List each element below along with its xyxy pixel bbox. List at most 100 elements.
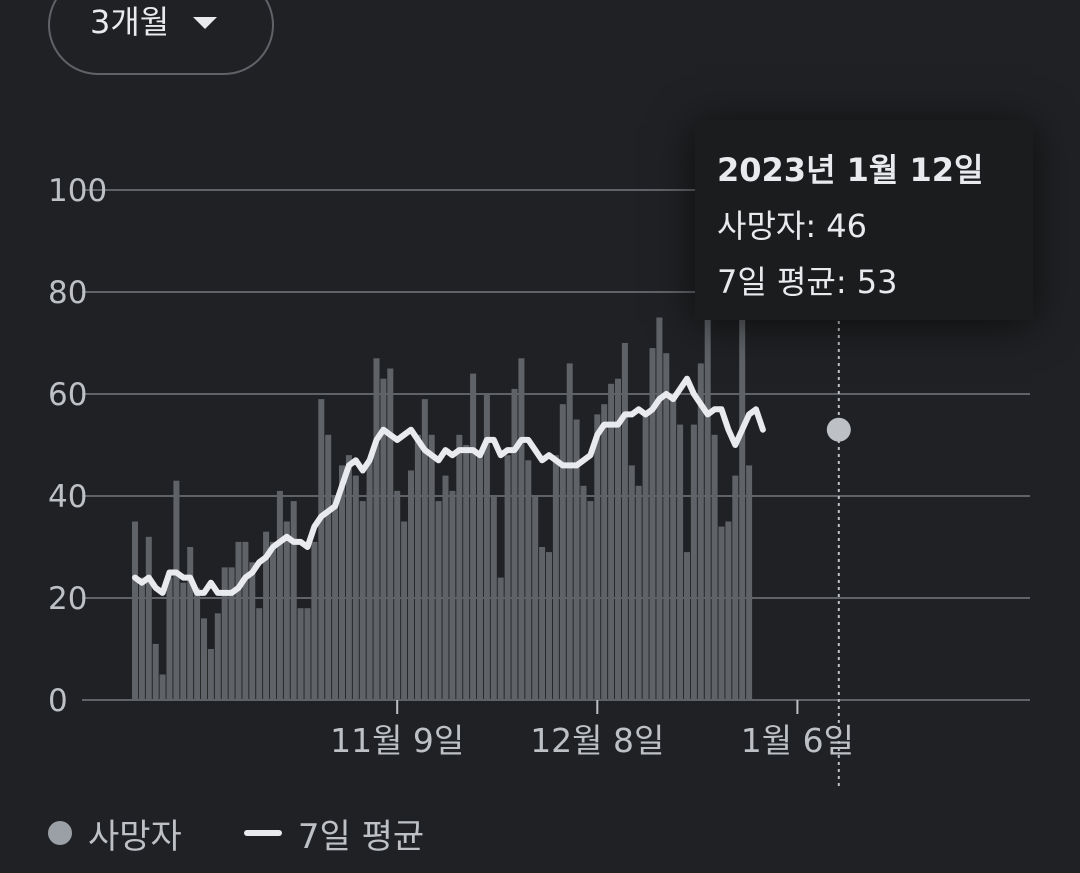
date-range-dropdown[interactable]: 3개월 [48,0,274,75]
bar [670,394,677,700]
bar [221,567,228,700]
bar [270,541,276,700]
bar [159,674,166,700]
bar [490,496,497,700]
bar [152,643,159,700]
bar [256,608,263,700]
y-tick-label: 0 [48,683,68,719]
bar [732,475,739,700]
bar [746,465,753,700]
bar [373,358,380,700]
legend-deaths-label: 사망자 [88,816,182,857]
bar [504,455,511,700]
bar [173,480,180,700]
bar [615,378,621,700]
bar [518,358,525,700]
bar [194,587,201,700]
bar [339,465,345,700]
bar [511,388,518,700]
bar [401,521,408,700]
bar [380,378,387,700]
bar [408,470,414,700]
bar [684,552,690,700]
bar [387,368,394,700]
bar [463,445,470,700]
bar [394,490,401,700]
deaths-chart[interactable]: 0 20 40 60 80 100 11월 9일 12월 8일 1월 6일 [0,0,1080,800]
bar [311,541,318,700]
bar [297,608,304,700]
bar [249,562,256,700]
bar [642,414,649,700]
y-tick-label: 60 [48,377,87,413]
bar [559,404,566,700]
tooltip-deaths: 사망자: 46 [717,207,867,245]
bar [725,521,732,700]
bar [214,613,221,700]
bar [546,552,552,700]
bar [352,475,359,700]
bar [435,501,442,700]
y-tick-label: 100 [48,173,107,209]
bar [207,649,214,700]
bar [697,363,704,700]
bar [739,292,746,700]
legend-avg-label: 7일 평균 [297,816,425,857]
bar [263,531,270,700]
y-axis-ticks: 0 20 40 60 80 100 [48,173,107,719]
bar [421,399,428,700]
bar [180,582,187,700]
avg-legend-line-icon [243,830,282,836]
bar [532,496,539,700]
bar [497,577,504,700]
avg-line-series [132,375,766,596]
bar [325,434,332,700]
bar [628,465,635,700]
bar [359,501,366,700]
chart-legend: 사망자 7일 평균 [48,808,424,858]
chart-tooltip: 2023년 1월 12일 사망자: 46 7일 평균: 53 [695,120,1033,320]
bar [525,460,532,700]
bar [235,541,242,700]
caret-down-icon [193,17,218,29]
bar [649,348,656,700]
bar [332,496,339,700]
bar [187,547,194,700]
bar [621,343,628,700]
bar [587,501,594,700]
bar [345,455,352,700]
bar [539,547,546,700]
bar [242,541,249,700]
bar [201,618,207,700]
x-tick-label: 1월 6일 [741,721,854,760]
bar [704,317,711,700]
y-tick-label: 20 [48,581,87,617]
hover-marker [826,300,851,790]
bar [414,434,421,700]
bar [132,521,138,700]
bar [483,394,490,700]
bar [318,399,325,700]
x-tick-label: 11월 9일 [330,721,464,760]
bar [580,485,587,700]
y-tick-label: 40 [48,479,87,515]
bar [718,526,725,700]
tooltip-date: 2023년 1월 12일 [717,151,984,189]
bar [594,414,601,700]
y-tick-label: 80 [48,275,87,311]
bar [635,485,642,700]
x-tick-label: 12월 8일 [530,721,664,760]
bar-series [132,292,753,700]
bar [366,460,373,700]
bar [470,373,477,700]
bar [456,434,463,700]
bar [566,363,573,700]
bar [228,567,235,700]
bar [711,434,718,700]
bar [663,353,670,700]
bar [283,521,290,700]
tooltip-avg: 7일 평균: 53 [717,263,898,301]
bar [138,577,145,700]
avg-line [132,375,766,596]
bar [477,455,483,700]
